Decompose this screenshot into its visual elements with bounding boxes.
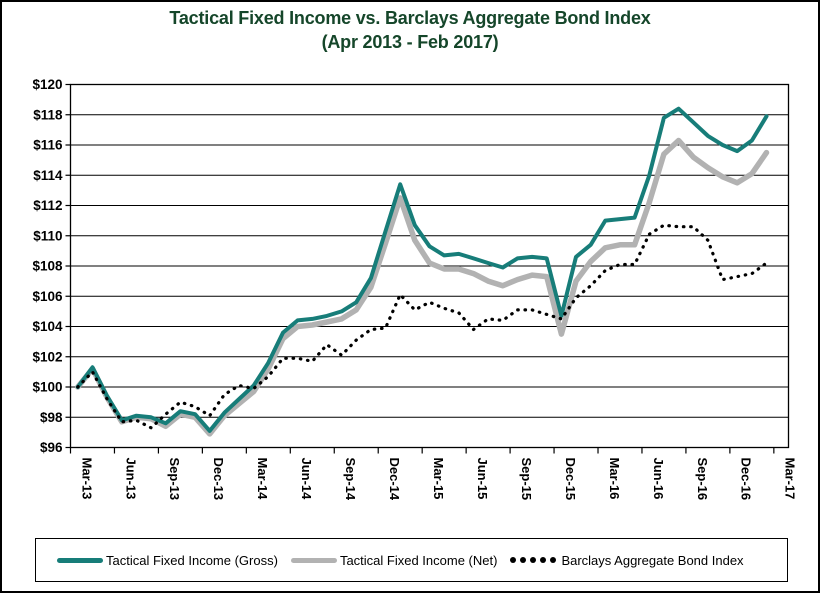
- x-axis-label: Dec-16: [739, 458, 754, 501]
- y-axis-label: $98: [40, 410, 63, 425]
- x-axis-label: Sep-16: [695, 458, 710, 501]
- x-axis-label: Mar-17: [783, 458, 798, 500]
- x-axis-label: Dec-14: [387, 458, 402, 501]
- y-axis-label: $100: [32, 380, 62, 395]
- legend-item-gross: Tactical Fixed Income (Gross): [57, 553, 278, 568]
- dotted-line-swatch: [510, 557, 557, 563]
- x-axis-label: Sep-14: [343, 458, 358, 501]
- series-line-gross: [75, 106, 769, 433]
- chart-title: Tactical Fixed Income vs. Barclays Aggre…: [169, 8, 651, 28]
- y-axis-label: $108: [32, 259, 63, 274]
- x-axis-label: Jun-15: [475, 458, 490, 500]
- y-axis-label: $106: [32, 289, 63, 304]
- legend: Tactical Fixed Income (Gross) Tactical F…: [35, 538, 788, 582]
- series-line-barclays-index: [76, 223, 769, 430]
- x-axis-label: Mar-15: [431, 458, 446, 500]
- y-axis-label: $118: [33, 107, 63, 122]
- legend-label-net: Tactical Fixed Income (Net): [339, 552, 498, 568]
- y-axis-label: $110: [33, 228, 62, 243]
- legend-item-barclays: Barclays Aggregate Bond Index: [510, 552, 744, 568]
- y-axis-label: $116: [33, 138, 63, 153]
- y-axis-label: $120: [32, 77, 62, 92]
- y-axis-label: $112: [33, 198, 62, 213]
- x-axis-label: Dec-13: [211, 458, 226, 501]
- legend-item-net: Tactical Fixed Income (Net): [290, 552, 498, 568]
- line-chart-plot: $96 $98 $100 $102 $104 $106 $108 $110 $112 $114 $1…: [32, 77, 798, 501]
- x-axis-label: Mar-13: [79, 458, 94, 500]
- y-axis-label: $104: [32, 319, 63, 334]
- gross-line-swatch: [57, 557, 103, 563]
- plot-border: [69, 83, 790, 449]
- y-axis-label: $114: [33, 168, 63, 183]
- y-axis-label: $96: [40, 440, 63, 455]
- series-line-net: [75, 137, 770, 437]
- chart-subtitle: (Apr 2013 - Feb 2017): [321, 32, 499, 52]
- net-line-swatch: [290, 557, 337, 563]
- x-axis-label: Sep-13: [167, 458, 182, 501]
- x-axis-label: Jun-13: [123, 458, 138, 500]
- x-axis-label: Jun-14: [299, 458, 314, 501]
- legend-label-gross: Tactical Fixed Income (Gross): [106, 552, 278, 568]
- legend-label-barclays: Barclays Aggregate Bond Index: [561, 552, 744, 568]
- x-axis-label: Sep-15: [519, 458, 534, 501]
- x-axis-label: Dec-15: [563, 458, 578, 501]
- x-axis-label: Jun-16: [651, 458, 666, 500]
- chart-title-block: Tactical Fixed Income vs. Barclays Aggre…: [2, 6, 818, 54]
- x-axis-label: Mar-16: [607, 458, 622, 500]
- x-axis-label: Mar-14: [255, 458, 270, 501]
- y-axis-label: $102: [32, 349, 62, 364]
